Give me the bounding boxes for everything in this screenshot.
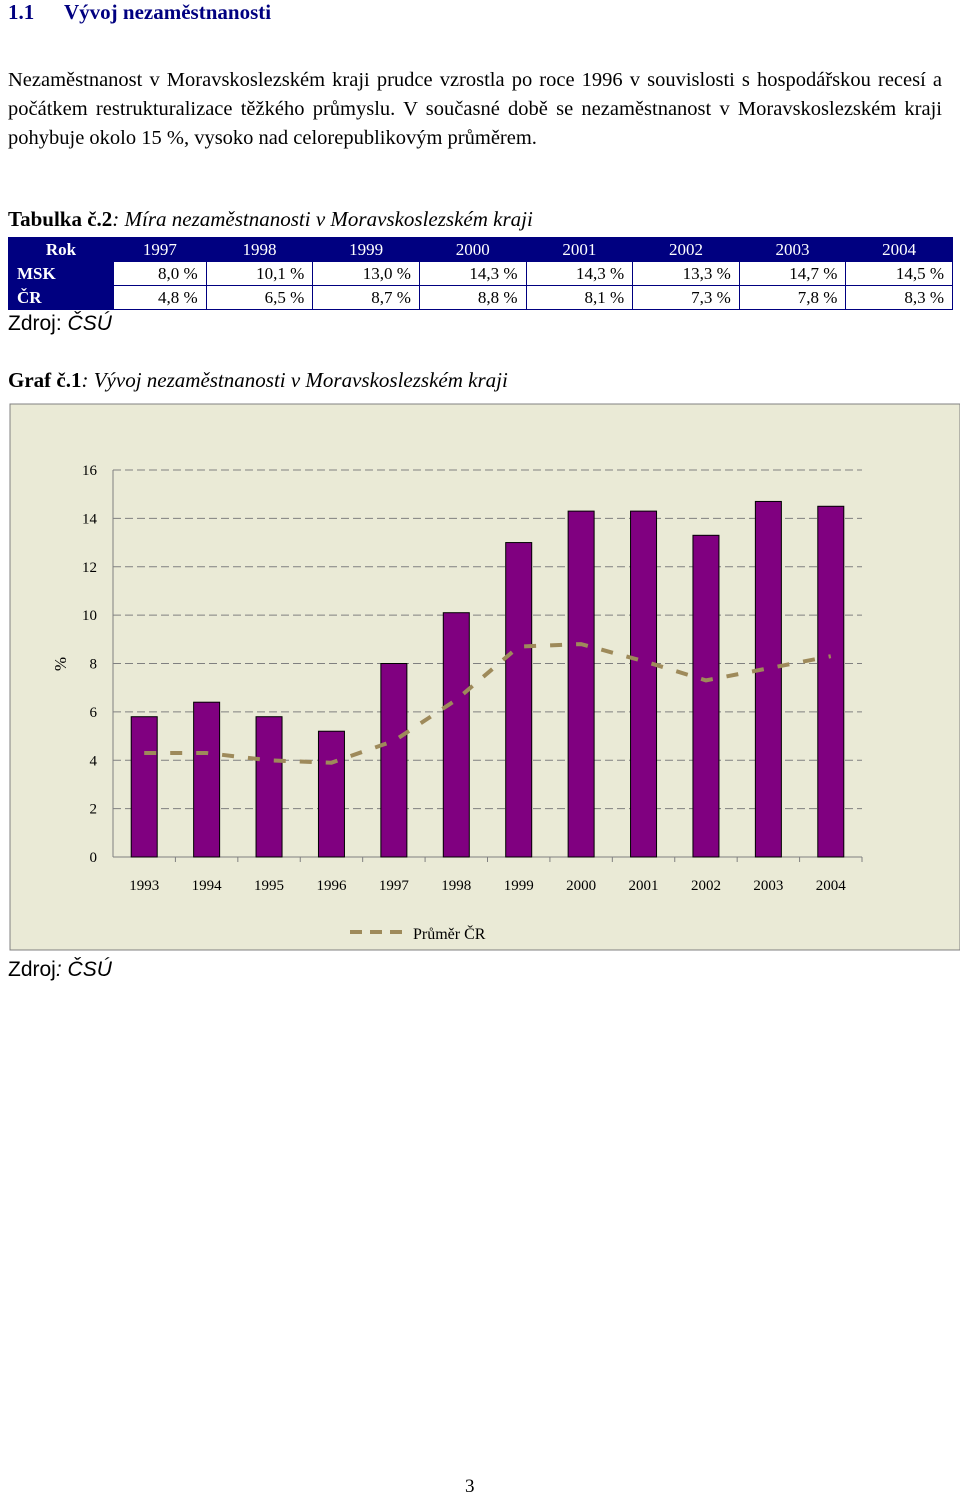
bar bbox=[317, 730, 345, 858]
x-tick-label: 1998 bbox=[441, 878, 471, 894]
x-tick-label: 2000 bbox=[566, 878, 596, 894]
y-tick-label: 6 bbox=[90, 705, 98, 721]
line-series-prumer-cr bbox=[144, 642, 832, 765]
table-row: ČR 4,8 % 6,5 % 8,7 % 8,8 % 8,1 % 7,3 % 7,8 % 8,3… bbox=[8, 285, 953, 310]
x-tick-label: 1999 bbox=[504, 878, 534, 894]
table-cell: 7,3 % bbox=[632, 285, 740, 310]
table-cell: 7,8 % bbox=[738, 285, 847, 310]
table-cell: 8,3 % bbox=[845, 285, 953, 310]
table-cell: 8,8 % bbox=[418, 285, 527, 310]
y-tick-label: 0 bbox=[90, 850, 98, 866]
bar bbox=[630, 510, 658, 858]
table-cell: 10,1 % bbox=[205, 261, 314, 286]
bar bbox=[692, 534, 720, 858]
row-label: MSK bbox=[8, 261, 114, 286]
graph-caption: Graf č.1: Vývoj nezaměstnanosti v Moravs… bbox=[8, 368, 508, 393]
y-axis-label: % bbox=[51, 657, 70, 671]
bar bbox=[567, 510, 595, 858]
table-caption-prefix: Tabulka č.2 bbox=[8, 207, 113, 231]
y-tick-label: 16 bbox=[82, 463, 98, 479]
table-cell: 2001 bbox=[525, 237, 634, 262]
table-cell: 4,8 % bbox=[113, 285, 207, 310]
bar bbox=[380, 663, 408, 858]
x-tick-label: 1993 bbox=[129, 878, 159, 894]
bar bbox=[193, 701, 221, 858]
x-tick-label: 1994 bbox=[192, 878, 223, 894]
intro-paragraph: Nezaměstnanost v Moravskoslezském kraji … bbox=[8, 69, 942, 149]
y-tick-label: 10 bbox=[82, 608, 97, 624]
graph-caption-text: : Vývoj nezaměstnanosti v Moravskoslezsk… bbox=[81, 368, 508, 392]
table-cell: 2000 bbox=[418, 237, 527, 262]
x-tick-label: 1995 bbox=[254, 878, 284, 894]
bar bbox=[754, 500, 782, 858]
table-source-label: Zdroj: bbox=[8, 312, 62, 335]
graph-source-value: : ČSÚ bbox=[55, 958, 112, 981]
unemployment-table: Rok 1997 1998 1999 2000 2001 2002 2003 2004 MSK 8,… bbox=[8, 237, 953, 310]
bar bbox=[442, 612, 470, 858]
legend-label: Průměr ČR bbox=[413, 924, 486, 943]
y-tick-label: 2 bbox=[90, 802, 98, 818]
x-tick-label: 2004 bbox=[816, 878, 847, 894]
x-tick-label: 1997 bbox=[379, 878, 410, 894]
y-tick-label: 8 bbox=[90, 657, 98, 673]
section-number: 1.1 bbox=[8, 0, 35, 24]
x-tick-label: 1996 bbox=[316, 878, 347, 894]
section-title: Vývoj nezaměstnanosti bbox=[64, 0, 272, 24]
table-source: Zdroj: ČSÚ bbox=[8, 312, 112, 336]
unemployment-chart: 0 2 4 6 8 10 12 14 16% 1993 1994 1995 1996 1997 1998 19… bbox=[9, 403, 960, 951]
table-cell: 8,7 % bbox=[312, 285, 420, 310]
table-cell: 14,3 % bbox=[418, 261, 527, 286]
x-tick-label: 2001 bbox=[629, 878, 659, 894]
table-cell: 1997 bbox=[113, 237, 207, 262]
graph-source-label: Zdroj bbox=[8, 958, 56, 981]
chart-frame bbox=[9, 403, 960, 951]
table-caption: Tabulka č.2: Míra nezaměstnanosti v Mora… bbox=[8, 207, 533, 232]
row-label: Rok bbox=[8, 237, 114, 262]
graph-source: Zdroj: ČSÚ bbox=[8, 958, 112, 982]
bar bbox=[130, 716, 158, 858]
bar bbox=[505, 542, 533, 858]
y-tick-label: 4 bbox=[90, 753, 98, 769]
table-cell: 14,5 % bbox=[845, 261, 953, 286]
table-cell: 8,0 % bbox=[113, 261, 207, 286]
y-tick-label: 12 bbox=[82, 560, 97, 576]
x-tick-label: 2003 bbox=[753, 878, 783, 894]
bar bbox=[255, 716, 283, 858]
bar bbox=[817, 505, 845, 858]
x-tick-label: 2002 bbox=[691, 878, 721, 894]
table-cell: 6,5 % bbox=[205, 285, 314, 310]
table-cell: 1999 bbox=[312, 237, 420, 262]
row-label: ČR bbox=[8, 285, 114, 310]
graph-caption-prefix: Graf č.1 bbox=[8, 368, 82, 392]
page-number: 3 bbox=[465, 1476, 475, 1497]
table-source-value: ČSÚ bbox=[61, 312, 112, 335]
table-cell: 8,1 % bbox=[525, 285, 634, 310]
y-tick-label: 14 bbox=[82, 511, 98, 527]
table-cell: 2004 bbox=[845, 237, 953, 262]
section-heading: 1.1 Vývoj nezaměstnanosti bbox=[8, 0, 271, 25]
table-caption-text: : Míra nezaměstnanosti v Moravskoslezské… bbox=[112, 207, 533, 231]
